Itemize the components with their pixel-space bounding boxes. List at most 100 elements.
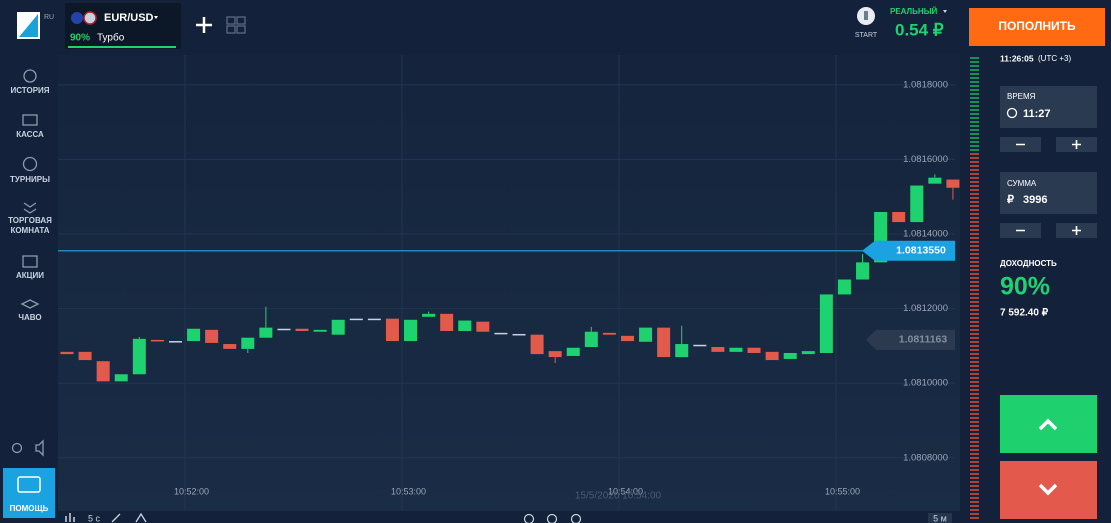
drawing-tools[interactable] (111, 512, 147, 523)
strip-dash (970, 57, 979, 59)
candle-body (476, 321, 490, 332)
account-arrow (943, 10, 947, 13)
candle-body (675, 344, 689, 358)
add-asset-button[interactable] (196, 17, 212, 33)
asset-name[interactable]: EUR/USD (104, 12, 154, 24)
faq-icon (20, 299, 40, 309)
strip-dash (970, 125, 979, 127)
strip-dash (970, 85, 979, 87)
chart-period[interactable]: 5 м (933, 513, 947, 523)
strip-dash (970, 233, 979, 235)
account-type[interactable]: РЕАЛЬНЫЙ (890, 7, 938, 16)
tournaments-icon (22, 156, 38, 172)
strip-dash (970, 141, 979, 143)
strip-dash (970, 153, 979, 155)
period-box[interactable] (928, 513, 952, 523)
deposit-label[interactable]: ПОПОЛНИТЬ (998, 19, 1076, 33)
marker-price-label: 1.0811163 (899, 334, 948, 346)
strip-dash (970, 93, 979, 95)
strip-dash (970, 221, 979, 223)
strip-dash (970, 249, 979, 251)
logo-locale: RU (44, 14, 54, 21)
layout-button[interactable] (226, 16, 246, 34)
bottom-toolbar (58, 511, 960, 523)
yield: 90% (1000, 273, 1050, 301)
candle-body (313, 329, 327, 332)
promotions-icon (22, 255, 38, 268)
candle-body (530, 334, 544, 355)
expiry-time[interactable]: 11:27 (1023, 108, 1051, 120)
strip-dash (970, 369, 979, 371)
x-tick-label: 10:55:00 (825, 486, 860, 496)
strip-dash (970, 509, 979, 511)
sidebar-trading-room[interactable]: КОМНАТА (10, 226, 49, 235)
sidebar-history[interactable]: ИСТОРИЯ (10, 86, 49, 95)
sidebar-faq[interactable]: ЧАВО (18, 313, 41, 322)
strip-dash (970, 405, 979, 407)
strip-dash (970, 65, 979, 67)
strip-dash (970, 157, 979, 159)
start-label[interactable]: START (855, 32, 878, 39)
candle-body (385, 318, 399, 342)
candle-body (205, 329, 219, 343)
us-flag (83, 11, 97, 25)
strip-dash (970, 257, 979, 259)
sidebar-cashier[interactable]: КАССА (16, 130, 44, 139)
strip-dash (970, 253, 979, 255)
strip-dash (970, 273, 979, 275)
history-icon (23, 69, 37, 83)
put-button[interactable] (1000, 461, 1097, 519)
candle-body (639, 327, 653, 342)
sidebar (0, 55, 58, 523)
start-icon-figure (864, 11, 868, 20)
strip-dash (970, 113, 979, 115)
help-label[interactable]: ПОМОЩЬ (10, 504, 49, 513)
current-price-tag (862, 240, 955, 261)
timezone: (UTC +3) (1038, 54, 1071, 63)
call-arrow (1038, 418, 1058, 431)
strip-dash (970, 341, 979, 343)
candle-body (168, 341, 182, 343)
candle-body (819, 294, 833, 353)
strip-dash (970, 297, 979, 299)
y-tick-label: 1.0810000 (903, 378, 948, 389)
amount-box[interactable] (1000, 172, 1097, 214)
strip-dash (970, 385, 979, 387)
zoom-in[interactable] (570, 513, 582, 523)
help-icon (17, 476, 41, 493)
strip-dash (970, 453, 979, 455)
strip-dash (970, 101, 979, 103)
sentiment-strip (970, 57, 979, 519)
deposit-button[interactable] (969, 8, 1105, 46)
call-button[interactable] (1000, 395, 1097, 453)
strip-dash (970, 81, 979, 83)
chart-type-button[interactable] (65, 513, 75, 522)
candle-body (729, 347, 743, 352)
timeframe[interactable]: 5 с (88, 513, 101, 523)
profit: 7 592.40 ₽ (1000, 308, 1049, 319)
strip-dash (970, 165, 979, 167)
candle-body (512, 333, 526, 336)
strip-dash (970, 145, 979, 147)
sidebar-tournaments[interactable]: ТУРНИРЫ (10, 175, 50, 184)
logo-mark (19, 14, 38, 37)
settings-icon[interactable] (11, 442, 23, 454)
candle-body (259, 327, 273, 338)
candle-body (277, 328, 291, 331)
candle-body (566, 347, 580, 356)
sound-icon[interactable] (35, 439, 44, 457)
candle-body (928, 177, 942, 184)
candle-body (223, 344, 237, 349)
reset-zoom[interactable] (546, 513, 558, 523)
zoom-out[interactable] (523, 513, 535, 523)
strip-dash (970, 489, 979, 491)
time-box[interactable] (1000, 86, 1097, 128)
sidebar-promotions[interactable]: АКЦИИ (16, 271, 44, 280)
amount[interactable]: 3996 (1023, 194, 1047, 206)
clock-icon (1006, 107, 1018, 119)
strip-dash (970, 513, 979, 515)
strip-dash (970, 449, 979, 451)
sidebar-trading-room[interactable]: ТОРГОВАЯ (8, 216, 52, 225)
asset-selector[interactable] (65, 3, 181, 49)
strip-dash (970, 517, 979, 519)
